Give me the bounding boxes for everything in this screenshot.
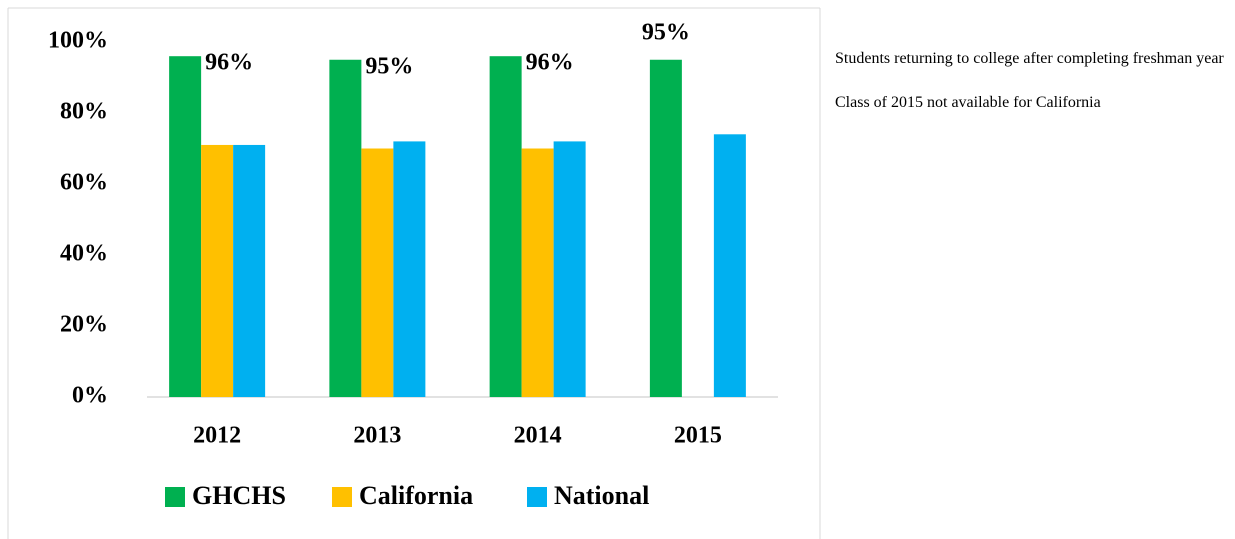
legend-label: California [359,481,473,510]
bar [233,144,266,397]
legend-swatch [527,487,547,507]
y-tick-label: 100% [48,28,108,54]
legend-label: National [554,481,649,510]
y-tick-label: 0% [72,383,108,409]
data-label: 96% [205,50,253,76]
x-tick-label: 2012 [193,423,241,449]
bar [713,134,746,398]
bar [329,59,362,397]
bar [201,144,234,397]
notes: Students returning to college after comp… [835,48,1230,136]
bar [169,56,202,397]
y-tick-label: 60% [60,170,108,196]
data-label: 95% [642,19,690,45]
y-tick-label: 40% [60,241,108,267]
bar [649,59,682,397]
bar [393,141,426,397]
bar [489,56,522,397]
data-label: 95% [365,53,413,79]
bar [553,141,586,397]
legend-swatch [332,487,352,507]
legend-label: GHCHS [192,481,286,510]
y-tick-label: 20% [60,312,108,338]
bar [521,148,554,397]
note: Class of 2015 not available for Californ… [835,94,1101,111]
data-label: 96% [526,50,574,76]
note: Students returning to college after comp… [835,50,1224,67]
x-tick-label: 2014 [514,423,562,449]
x-tick-label: 2015 [674,423,722,449]
x-tick-label: 2013 [353,423,401,449]
y-tick-label: 80% [60,99,108,125]
legend-swatch [165,487,185,507]
bar [361,148,394,397]
